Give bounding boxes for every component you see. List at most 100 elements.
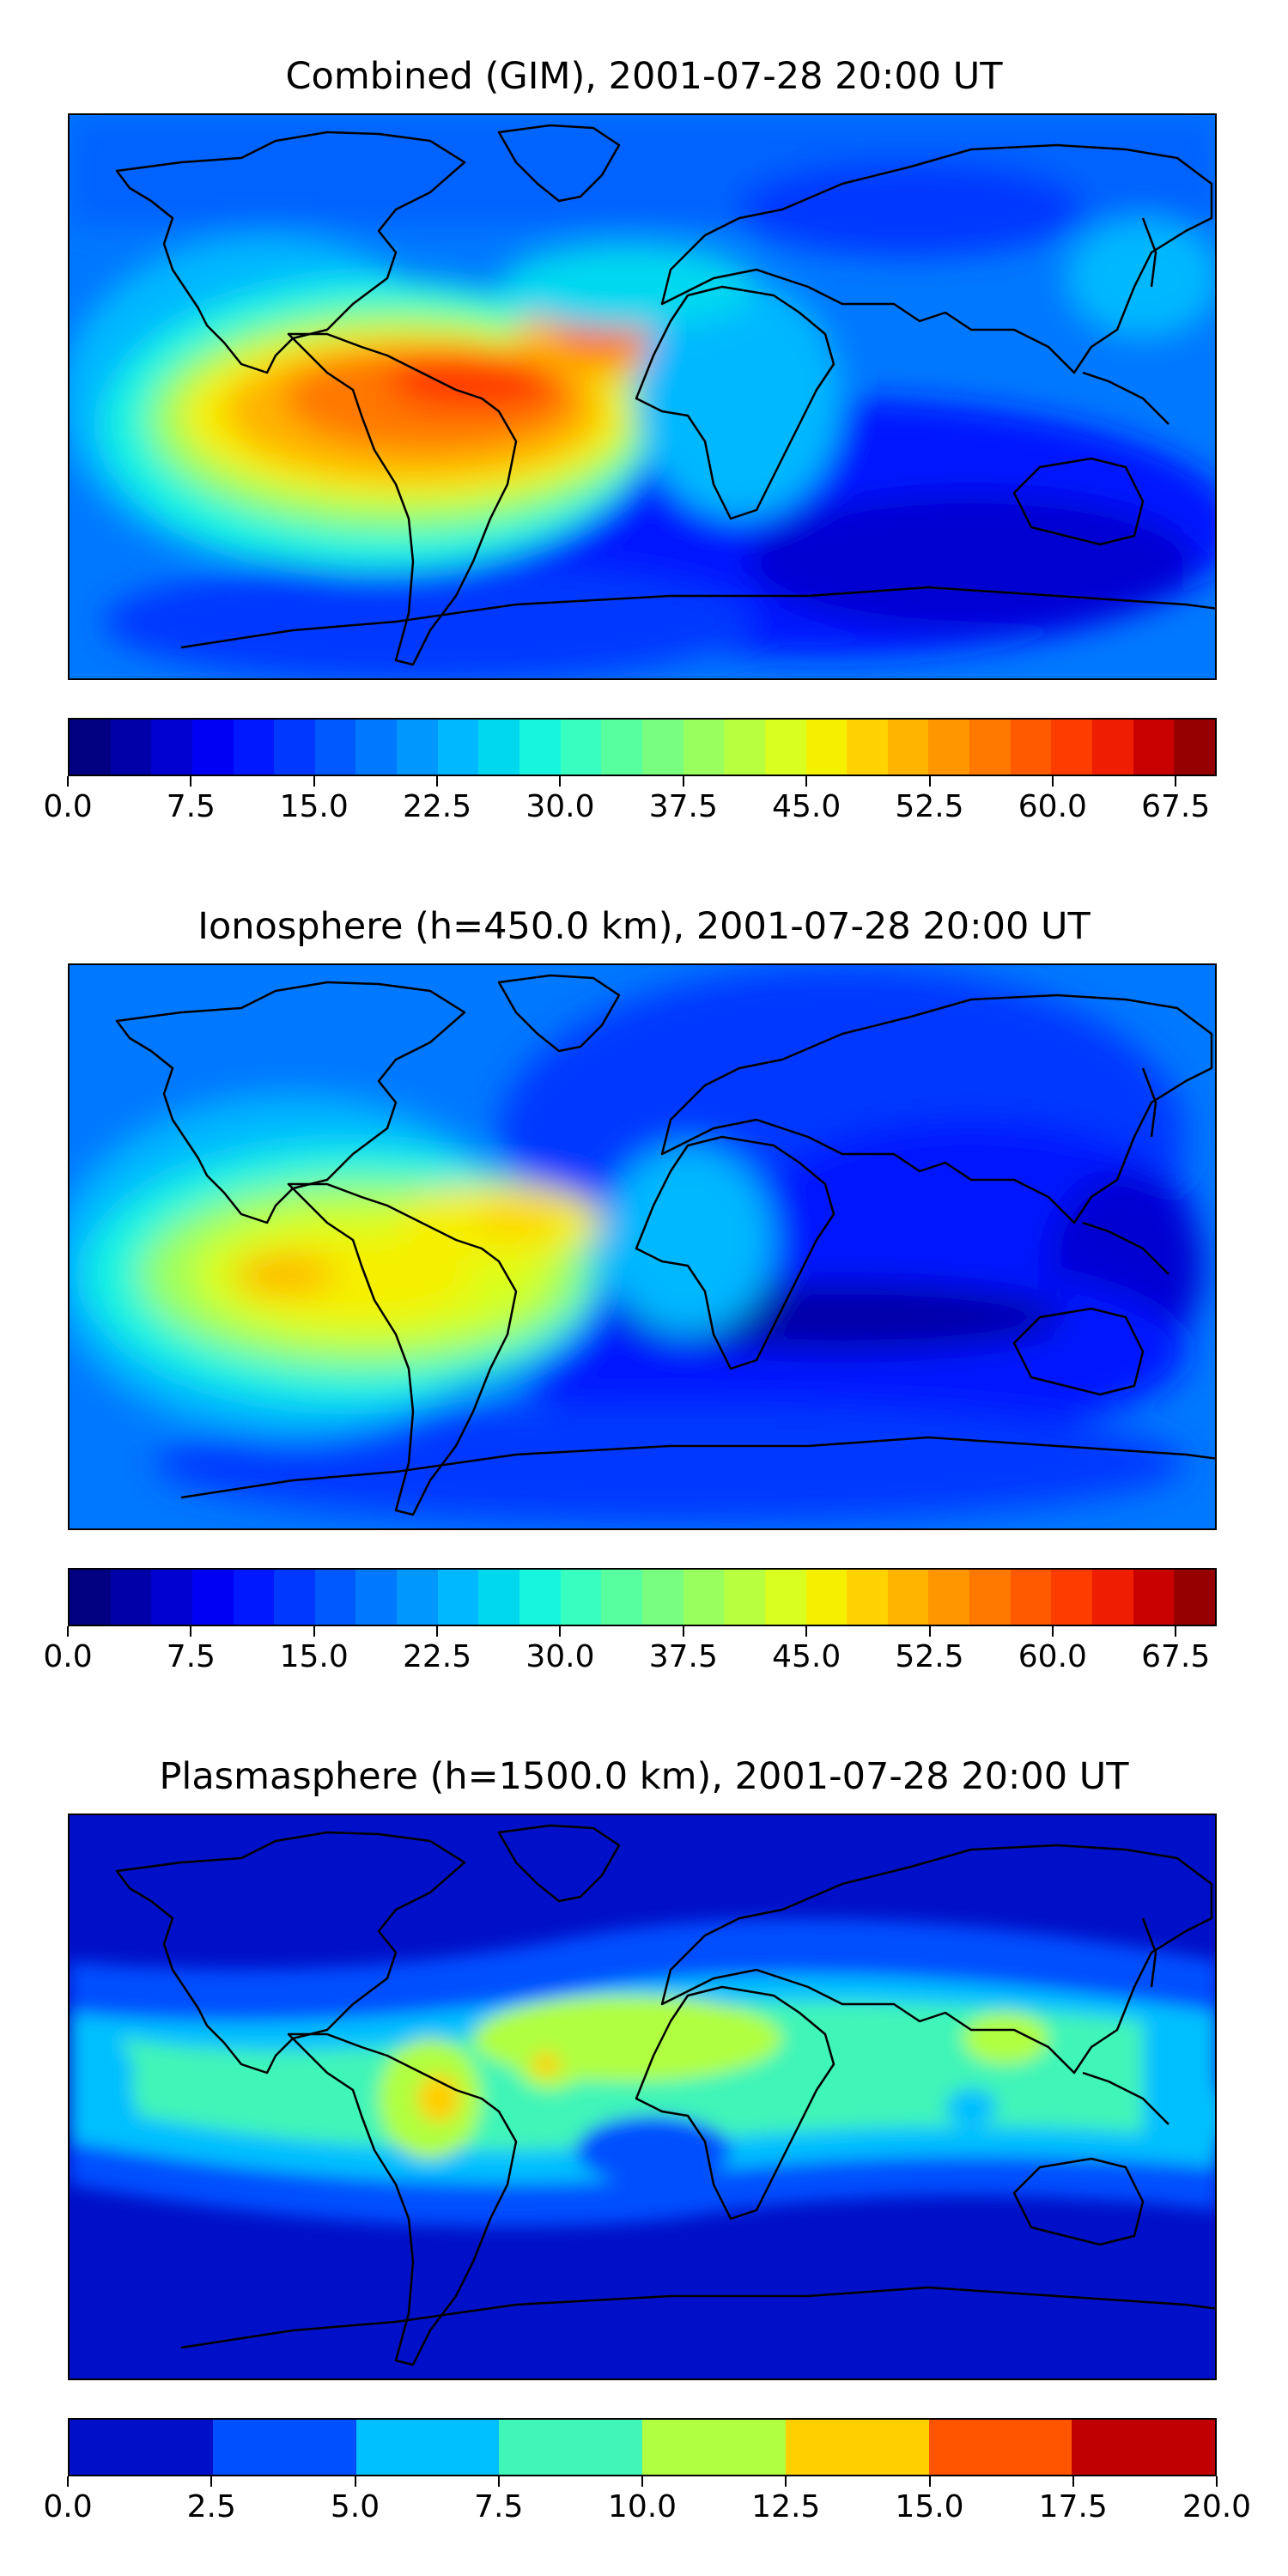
colorbar-segment — [1051, 720, 1093, 775]
colorbar-segment — [642, 2420, 786, 2475]
colorbar-tick-label: 52.5 — [895, 1639, 964, 1674]
map-title-ionosphere: Ionosphere (h=450.0 km), 2001-07-28 20:0… — [197, 905, 1091, 948]
colorbar-segment — [1072, 2420, 1215, 2475]
colorbar-segment — [191, 720, 234, 775]
colorbar-tick — [928, 1626, 931, 1637]
colorbar-segment — [764, 1570, 806, 1625]
coastlines — [115, 1824, 1215, 2366]
colorbar-tick-label: 60.0 — [1018, 1639, 1087, 1674]
colorbar-segment — [887, 720, 929, 775]
colorbar-tick-label: 7.5 — [166, 789, 216, 824]
colorbar-tick — [641, 2476, 643, 2487]
colorbar-tick-label: 15.0 — [279, 789, 349, 824]
colorbar-segment — [70, 1570, 111, 1625]
colorbar-segment — [1133, 720, 1175, 775]
colorbar-tick-label: 52.5 — [895, 789, 964, 824]
colorbar-segment — [191, 1570, 234, 1625]
colorbar-segment — [847, 1570, 888, 1625]
colorbar-tick-label: 22.5 — [402, 789, 472, 824]
colorbar-tick-label: 30.0 — [526, 1639, 595, 1674]
colorbar-tick — [313, 1626, 315, 1637]
colorbar-segment — [683, 720, 725, 775]
colorbar-segment — [560, 720, 602, 775]
colorbar-segment — [70, 720, 111, 775]
colorbar-segment — [437, 720, 479, 775]
coastlines — [115, 974, 1215, 1516]
colorbar-tick — [1051, 1626, 1054, 1637]
colorbar-segment — [314, 720, 356, 775]
colorbar-segment — [355, 1570, 398, 1625]
colorbar-segment — [601, 720, 642, 775]
colorbar-tick — [436, 776, 439, 787]
colorbar-tick — [805, 776, 808, 787]
colorbar-segment — [1051, 1570, 1093, 1625]
colorbar-tick-label: 0.0 — [43, 789, 93, 824]
map-plasmasphere-tec — [68, 1814, 1217, 2380]
map-title-combined: Combined (GIM), 2001-07-28 20:00 UT — [285, 55, 1003, 98]
colorbar-tick — [928, 776, 931, 787]
colorbar-tick — [1051, 776, 1054, 787]
colorbar-segment — [110, 720, 152, 775]
colorbar-tick — [559, 1626, 562, 1637]
colorbar-tick-label: 12.5 — [751, 2489, 821, 2524]
colorbar-segment — [397, 1570, 438, 1625]
colorbar-tick — [682, 1626, 684, 1637]
colorbar-tick-label: 15.0 — [895, 2489, 964, 2524]
colorbar-segment — [560, 1570, 602, 1625]
colorbar-segment — [478, 1570, 520, 1625]
colorbar-tick-label: 0.0 — [43, 2489, 93, 2524]
colorbar-tick — [1216, 2476, 1218, 2487]
map-combined-tec — [68, 113, 1217, 680]
colorbar-tick-label: 60.0 — [1018, 789, 1087, 824]
colorbar-tick-label: 10.0 — [607, 2489, 677, 2524]
colorbar-combined — [68, 718, 1217, 776]
colorbar-tick-label: 22.5 — [402, 1639, 472, 1674]
colorbar-segment — [641, 720, 683, 775]
colorbar-segment — [764, 720, 806, 775]
colorbar-segment — [928, 720, 970, 775]
colorbar-segment — [847, 720, 888, 775]
colorbar-tick — [497, 2476, 500, 2487]
colorbar-segment — [683, 1570, 725, 1625]
colorbar-segment — [355, 2420, 500, 2475]
colorbar-tick — [559, 776, 562, 787]
colorbar-segment — [478, 720, 520, 775]
colorbar-segment — [601, 1570, 642, 1625]
colorbar-segment — [233, 720, 275, 775]
colorbar-segment — [499, 2420, 642, 2475]
colorbar-tick — [436, 1626, 439, 1637]
colorbar-tick — [67, 776, 69, 787]
colorbar-tick-label: 37.5 — [648, 789, 718, 824]
colorbar-tick-label: 2.5 — [186, 2489, 236, 2524]
colorbar-tick-label: 67.5 — [1141, 1639, 1211, 1674]
colorbar-segment — [1133, 1570, 1175, 1625]
colorbar-tick-label: 45.0 — [772, 1639, 841, 1674]
colorbar-ionosphere — [68, 1568, 1217, 1626]
colorbar-segment — [314, 1570, 356, 1625]
colorbar-segment — [724, 1570, 765, 1625]
colorbar-tick — [354, 2476, 356, 2487]
map-ionosphere-tec — [68, 963, 1217, 1530]
colorbar-segment — [724, 720, 765, 775]
colorbar-tick-label: 5.0 — [330, 2489, 380, 2524]
colorbar-tick-label: 37.5 — [648, 1639, 718, 1674]
colorbar-tick — [313, 776, 315, 787]
colorbar-tick — [190, 776, 192, 787]
map-title-plasmasphere: Plasmasphere (h=1500.0 km), 2001-07-28 2… — [159, 1755, 1129, 1798]
colorbar-tick — [67, 1626, 69, 1637]
colorbar-tick — [67, 2476, 69, 2487]
colorbar-segment — [110, 1570, 152, 1625]
colorbar-tick — [805, 1626, 808, 1637]
colorbar-tick-label: 7.5 — [474, 2489, 524, 2524]
colorbar-tick — [682, 776, 684, 787]
colorbar-tick-label: 0.0 — [43, 1639, 93, 1674]
colorbar-segment — [805, 720, 848, 775]
colorbar-tick — [1175, 776, 1177, 787]
colorbar-segment — [785, 2420, 929, 2475]
colorbar-tick-label: 7.5 — [166, 1639, 216, 1674]
colorbar-segment — [233, 1570, 275, 1625]
colorbar-segment — [969, 720, 1011, 775]
tec-field — [70, 965, 1215, 1528]
colorbar-tick-label: 15.0 — [279, 1639, 349, 1674]
colorbar-segment — [70, 2420, 213, 2475]
